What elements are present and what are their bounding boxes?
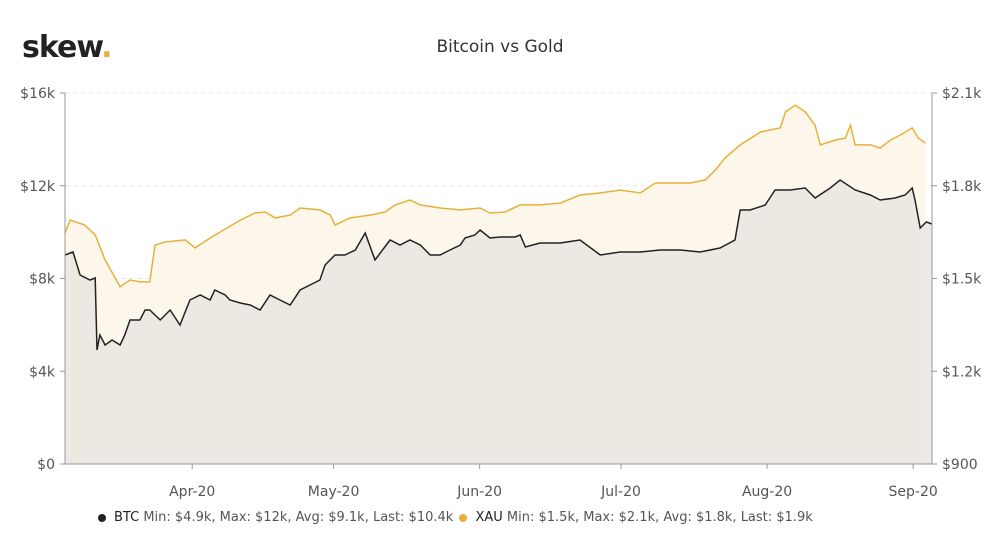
- y-left-tick-label: $16k: [20, 86, 56, 102]
- y-right-tick-label: $1.8k: [942, 179, 982, 195]
- legend-btc-stats: Min: $4.9k, Max: $12k, Avg: $9.1k, Last:…: [143, 510, 454, 525]
- chart-title: Bitcoin vs Gold: [436, 37, 564, 57]
- y-right-tick-label: $2.1k: [942, 86, 982, 102]
- series-area-btc: [65, 180, 932, 464]
- series-line-btc: [64, 179, 933, 351]
- y-right-tick-label: $900: [942, 457, 978, 473]
- legend-btc-label: BTC: [114, 510, 140, 525]
- legend-xau-label: XAU: [475, 510, 503, 525]
- y-right-tick-label: $1.5k: [942, 272, 982, 288]
- y-left-tick-label: $12k: [20, 179, 56, 195]
- legend-xau-stats: Min: $1.5k, Max: $2.1k, Avg: $1.8k, Last…: [506, 510, 813, 525]
- y-left-tick-label: $8k: [29, 272, 56, 288]
- legend: BTC Min: $4.9k, Max: $12k, Avg: $9.1k, L…: [98, 510, 813, 525]
- x-tick-label: Aug-20: [742, 484, 792, 500]
- btc-dot-icon: [98, 513, 106, 522]
- x-tick-label: Jun-20: [456, 484, 502, 500]
- series-line-xau: [64, 104, 926, 288]
- logo-text: skew: [22, 30, 102, 65]
- skew-logo: skew.: [22, 30, 113, 65]
- x-tick-label: Sep-20: [889, 484, 938, 500]
- legend-item-btc[interactable]: BTC Min: $4.9k, Max: $12k, Avg: $9.1k, L…: [98, 510, 453, 525]
- legend-item-xau[interactable]: XAU Min: $1.5k, Max: $2.1k, Avg: $1.8k, …: [459, 510, 813, 525]
- y-right-tick-label: $1.2k: [942, 364, 982, 380]
- y-left-tick-label: $0: [37, 457, 55, 473]
- y-left-tick-label: $4k: [29, 364, 56, 380]
- x-tick-label: Jul-20: [600, 484, 641, 500]
- x-tick-label: Apr-20: [169, 484, 215, 500]
- x-tick-label: May-20: [308, 484, 360, 500]
- xau-dot-icon: [459, 513, 468, 522]
